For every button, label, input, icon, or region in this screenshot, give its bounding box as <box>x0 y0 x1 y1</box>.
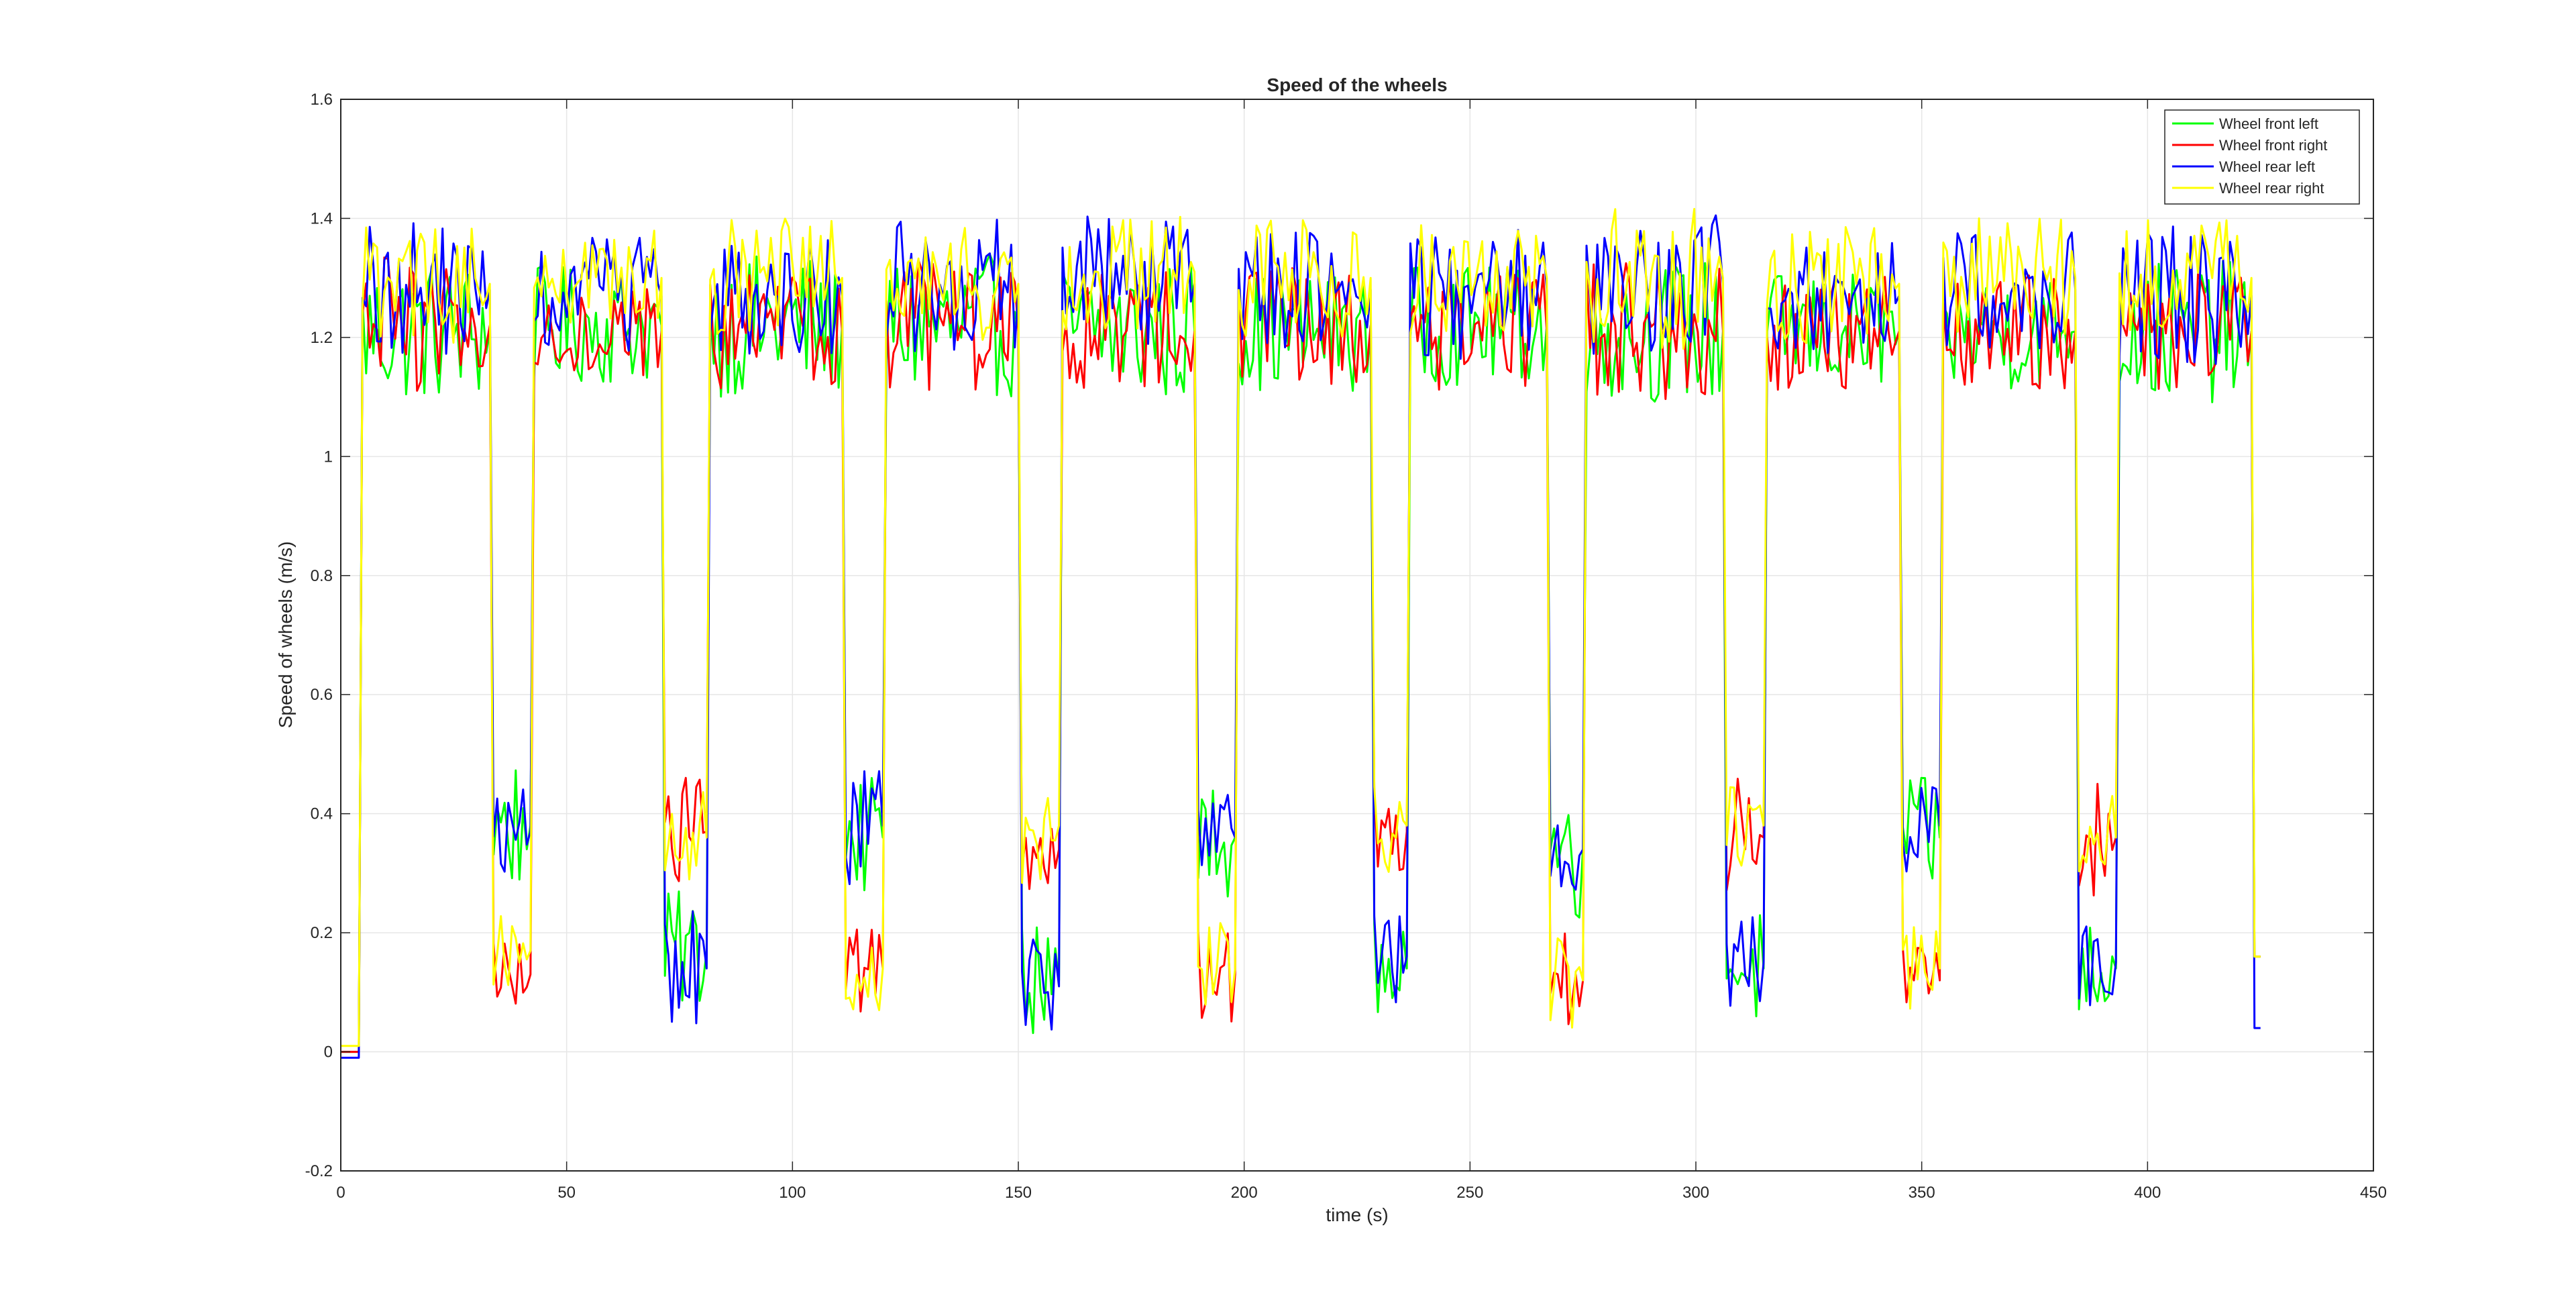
series-group <box>341 207 2261 1059</box>
x-tick-label: 400 <box>2134 1184 2161 1202</box>
x-tick-label: 450 <box>2360 1184 2387 1202</box>
x-tick-label: 300 <box>1682 1184 1709 1202</box>
x-tick-label: 250 <box>1456 1184 1483 1202</box>
legend-label: Wheel front left <box>2219 115 2318 132</box>
x-tick-label: 100 <box>779 1184 806 1202</box>
y-tick-labels: -0.2 0 0.2 0.4 0.6 0.8 1 1.2 1.4 1.6 <box>305 91 333 1180</box>
legend-label: Wheel rear right <box>2219 180 2324 197</box>
legend-label: Wheel rear left <box>2219 158 2315 175</box>
y-tick-label: 0 <box>324 1043 333 1062</box>
x-tick-label: 50 <box>557 1184 576 1202</box>
legend: Wheel front left Wheel front right Wheel r… <box>2164 109 2360 205</box>
x-tick-label: 200 <box>1231 1184 1258 1202</box>
x-tick-labels: 0 50 100 150 200 250 300 350 400 450 <box>336 1184 2387 1202</box>
x-tick-label: 150 <box>1005 1184 1032 1202</box>
x-axis-label: time (s) <box>1326 1204 1388 1225</box>
legend-label: Wheel front right <box>2219 137 2327 154</box>
y-tick-label: -0.2 <box>305 1162 333 1180</box>
y-tick-label: 0.4 <box>311 805 333 823</box>
y-tick-label: 1.4 <box>311 209 333 227</box>
y-tick-label: 0.2 <box>311 924 333 942</box>
x-tick-label: 0 <box>336 1184 345 1202</box>
x-tick-label: 350 <box>1909 1184 1935 1202</box>
y-tick-label: 0.6 <box>311 686 333 704</box>
axes-box <box>340 99 2374 1172</box>
ticks <box>340 99 2374 1172</box>
series-line-4 <box>341 207 2261 1047</box>
chart-title: Speed of the wheels <box>1267 74 1447 95</box>
y-axis-label: Speed of wheels (m/s) <box>275 541 296 729</box>
y-tick-label: 1.2 <box>311 329 333 347</box>
y-tick-label: 0.8 <box>311 567 333 585</box>
y-tick-label: 1 <box>324 448 333 466</box>
y-tick-label: 1.6 <box>311 91 333 109</box>
